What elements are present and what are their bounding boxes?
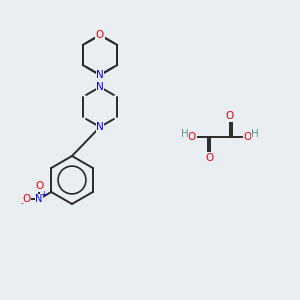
Text: O: O [22,194,30,204]
Text: H: H [181,129,189,139]
Text: O: O [188,132,196,142]
Text: -: - [20,199,23,208]
Text: H: H [251,129,259,139]
Text: O: O [226,111,234,121]
Text: O: O [244,132,252,142]
Text: N: N [96,82,104,92]
Text: N: N [96,122,104,132]
Text: +: + [40,190,47,199]
Text: O: O [96,30,104,40]
Text: O: O [206,153,214,163]
Text: N: N [35,194,43,204]
Text: O: O [35,181,43,191]
Text: N: N [96,70,104,80]
